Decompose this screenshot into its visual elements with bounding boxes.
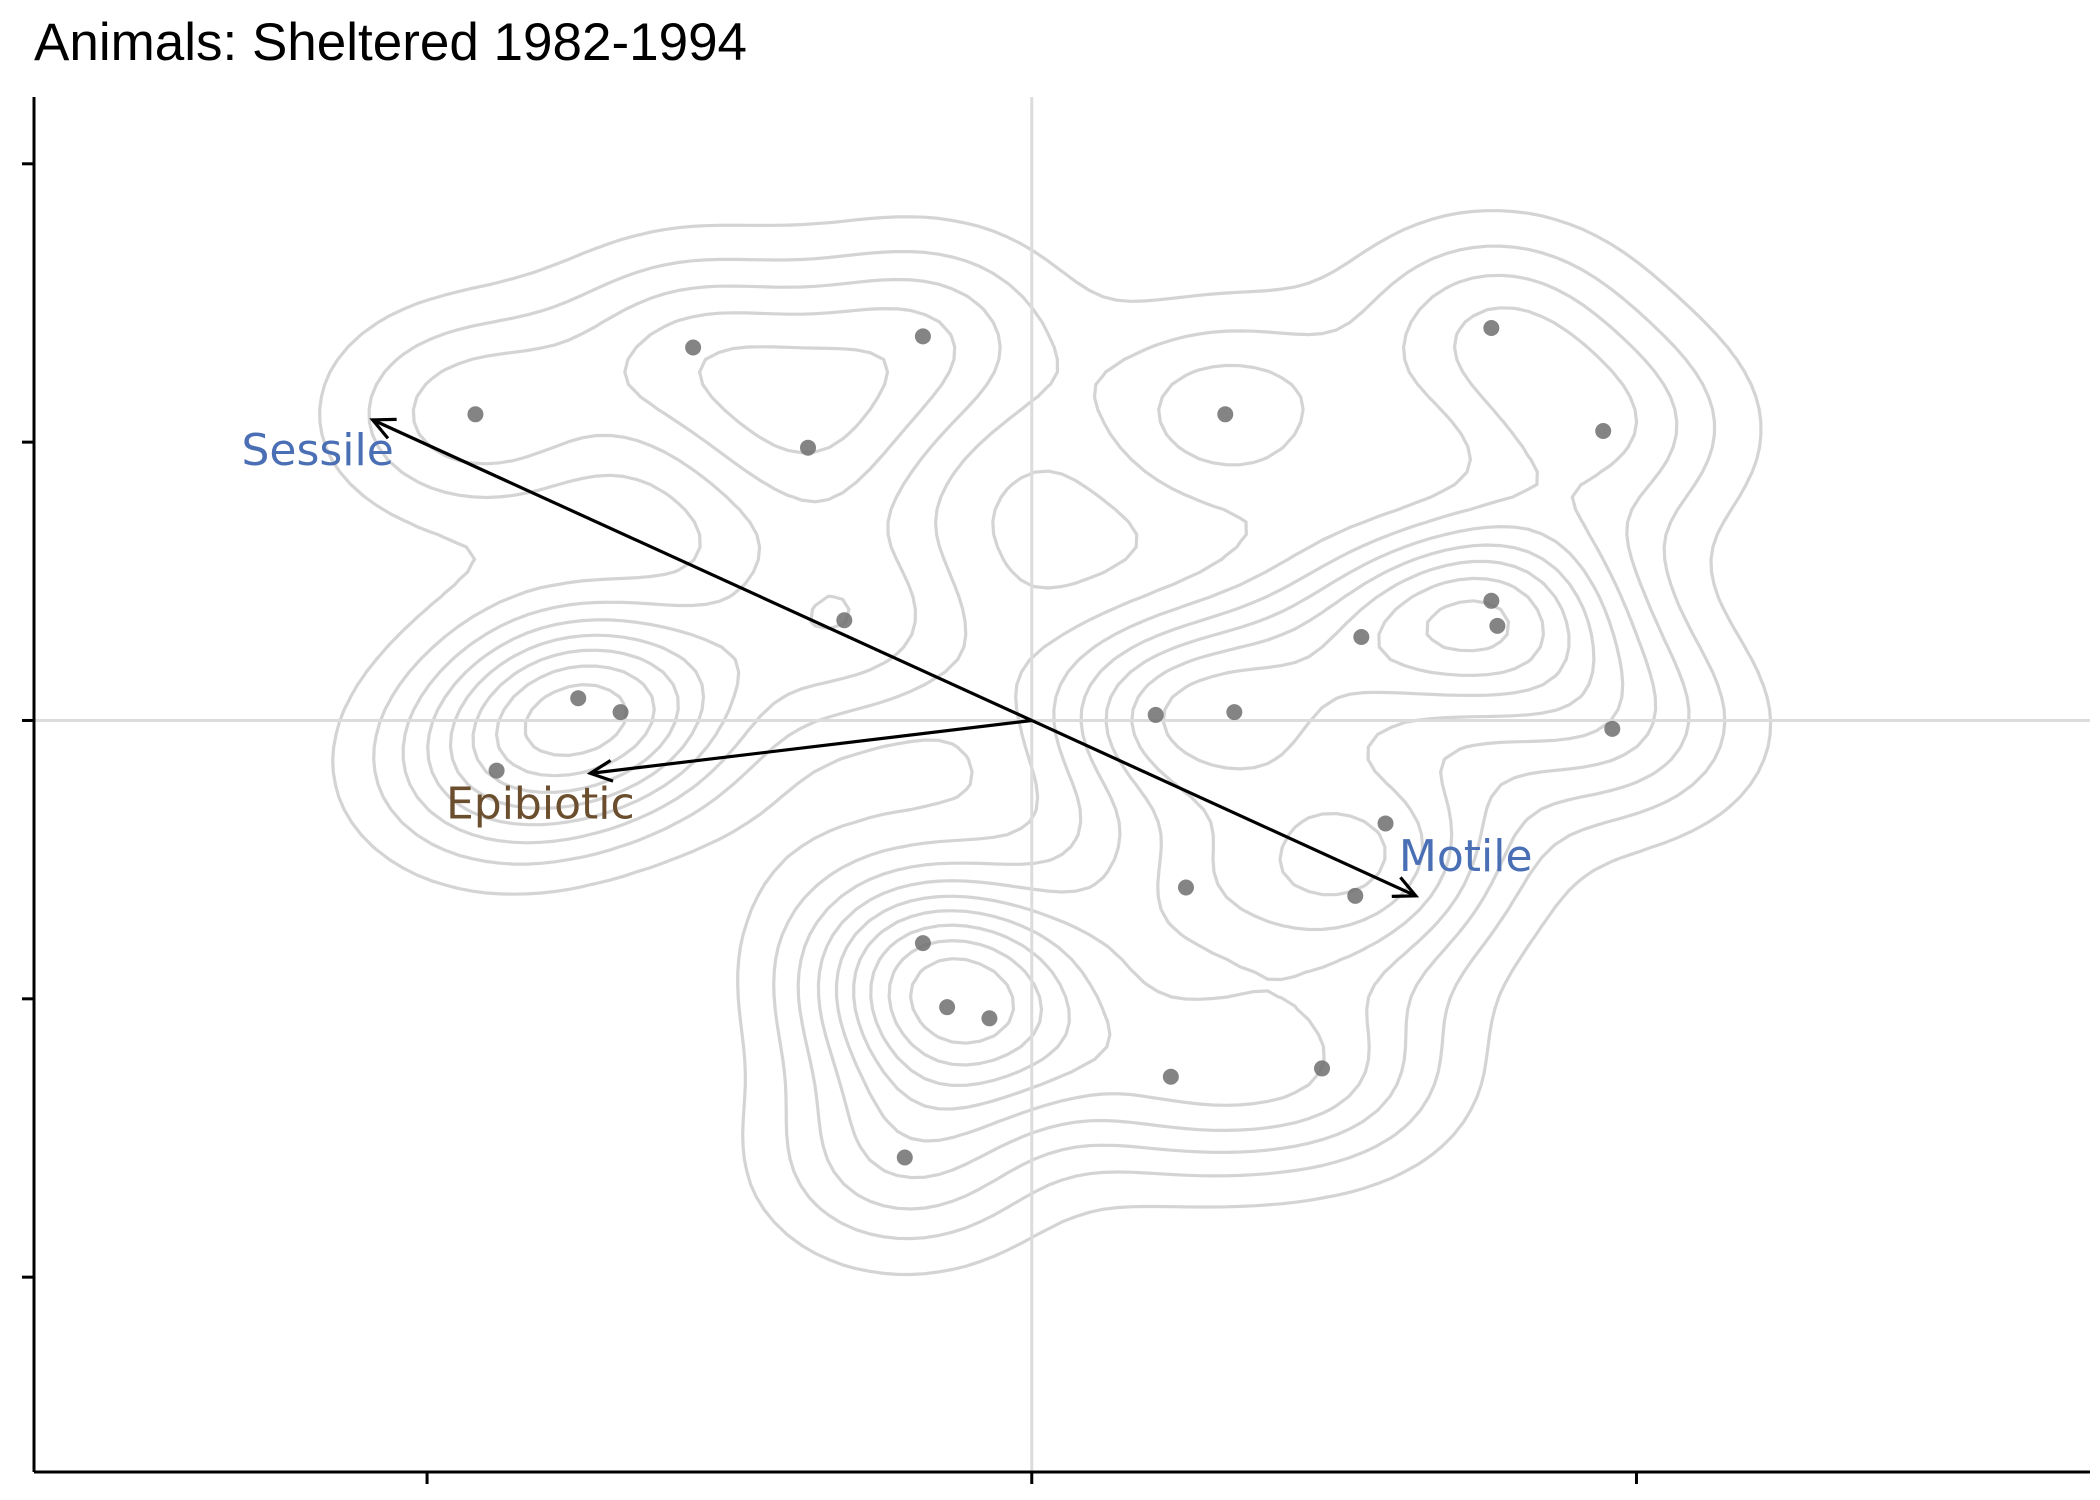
data-point-2 xyxy=(800,439,817,456)
data-point-10 xyxy=(1595,423,1612,440)
contour-line-1 xyxy=(318,209,1773,1277)
contour-line-6 xyxy=(471,543,1596,1111)
sessile-arrowhead xyxy=(369,417,397,440)
contour-line-5 xyxy=(448,345,1625,1143)
sample-points xyxy=(467,320,1621,1166)
data-point-3 xyxy=(914,328,931,345)
data-point-7 xyxy=(488,762,505,779)
data-point-19 xyxy=(1347,887,1364,904)
zero-lines xyxy=(34,97,2090,1472)
axes xyxy=(22,97,2090,1484)
data-point-12 xyxy=(1489,617,1506,634)
data-point-23 xyxy=(1162,1068,1179,1085)
data-point-8 xyxy=(1217,406,1234,423)
contour-line-3 xyxy=(401,273,1691,1211)
density-contours xyxy=(318,209,1773,1277)
epibiotic-vector xyxy=(590,718,1032,775)
data-point-11 xyxy=(1483,592,1500,609)
data-point-20 xyxy=(914,935,931,952)
data-point-13 xyxy=(1353,628,1370,645)
data-point-9 xyxy=(1483,320,1500,337)
data-point-6 xyxy=(612,704,629,721)
data-point-16 xyxy=(1604,720,1621,737)
data-point-22 xyxy=(981,1010,998,1027)
data-point-17 xyxy=(1377,815,1394,832)
data-point-18 xyxy=(1177,879,1194,896)
motile-vector xyxy=(1031,719,1417,898)
contour-line-7 xyxy=(494,559,1571,1087)
epibiotic-label: Epibiotic xyxy=(446,778,635,829)
motile-label: Motile xyxy=(1399,831,1533,882)
data-point-0 xyxy=(467,406,484,423)
epibiotic-arrowhead xyxy=(586,759,614,783)
contour-line-2 xyxy=(367,244,1727,1241)
sessile-label: Sessile xyxy=(241,425,393,476)
data-point-4 xyxy=(836,612,853,629)
motile-arrowhead xyxy=(1391,876,1420,898)
biplot-vectors: Sessile Motile Epibiotic xyxy=(241,417,1533,898)
data-point-25 xyxy=(896,1149,913,1166)
data-point-24 xyxy=(1314,1060,1331,1077)
contour-line-9 xyxy=(909,599,1511,1045)
data-point-1 xyxy=(685,339,702,356)
chart-title: Animals: Sheltered 1982-1994 xyxy=(34,13,747,72)
data-point-15 xyxy=(1226,704,1243,721)
data-point-14 xyxy=(1147,706,1164,723)
sessile-vector xyxy=(371,418,1033,722)
data-point-21 xyxy=(939,999,956,1016)
data-point-5 xyxy=(570,690,587,707)
contour-line-4 xyxy=(426,306,1658,1180)
